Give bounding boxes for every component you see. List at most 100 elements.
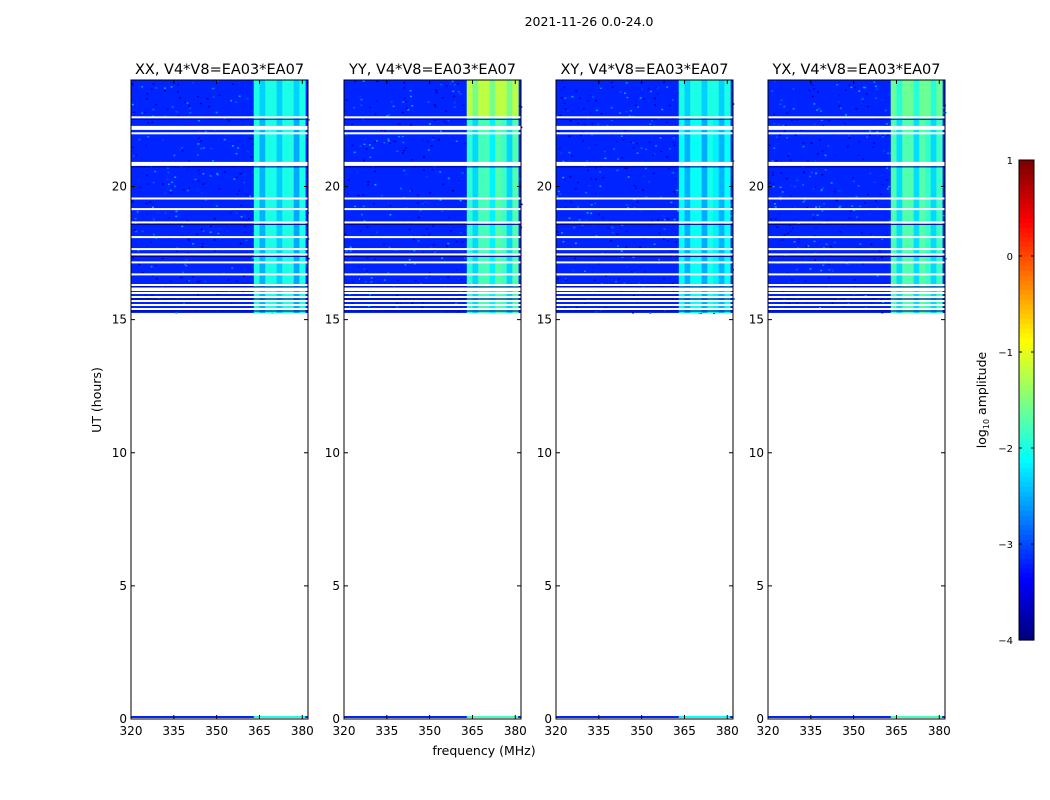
noise-pixel [558, 147, 561, 150]
flagged-row [344, 284, 521, 286]
noise-pixel [828, 277, 831, 279]
noise-pixel [847, 135, 850, 137]
noise-pixel [563, 84, 566, 86]
noise-pixel [942, 202, 945, 205]
noise-pixel [568, 135, 571, 137]
noise-pixel [518, 105, 521, 107]
noise-pixel [628, 115, 631, 117]
noise-pixel [137, 249, 140, 252]
noise-pixel [592, 266, 595, 269]
noise-pixel [886, 134, 889, 136]
noise-pixel [668, 104, 671, 107]
colorbar-segment [1019, 611, 1034, 617]
rfi-stripe [282, 80, 289, 313]
noise-pixel [610, 240, 613, 242]
noise-pixel [793, 185, 796, 188]
noise-pixel [146, 297, 149, 300]
noise-pixel [595, 99, 597, 102]
noise-pixel [188, 90, 191, 93]
noise-pixel [664, 219, 666, 221]
colorbar-segment [1019, 601, 1034, 607]
colorbar-segment [1019, 198, 1034, 204]
noise-pixel [783, 299, 786, 301]
colorbar-tick-label: −1 [998, 348, 1013, 359]
noise-pixel [246, 97, 249, 100]
colorbar-segment [1019, 568, 1034, 574]
noise-pixel [942, 107, 945, 109]
noise-pixel [192, 81, 194, 84]
noise-pixel [626, 204, 629, 206]
flagged-row [556, 273, 733, 276]
noise-pixel [575, 306, 578, 309]
noise-pixel [600, 205, 603, 208]
noise-pixel [586, 212, 589, 214]
flagged-row [768, 296, 945, 298]
noise-pixel [183, 302, 186, 304]
noise-pixel [189, 107, 192, 110]
noise-pixel [574, 257, 577, 260]
noise-pixel [419, 209, 422, 212]
noise-pixel [870, 233, 873, 235]
flagged-row [131, 197, 308, 200]
noise-pixel [198, 173, 201, 175]
rfi-stripe [890, 80, 897, 313]
rfi-top-stripe [902, 80, 909, 118]
noise-pixel [873, 142, 876, 144]
noise-pixel [783, 234, 786, 236]
noise-pixel [388, 246, 391, 249]
rfi-stripe [930, 80, 937, 313]
rfi-stripe [466, 80, 473, 313]
colorbar-segment [1019, 563, 1034, 569]
noise-pixel [568, 159, 571, 162]
noise-pixel [805, 245, 808, 248]
colorbar: 1 0 −1 −2 −3 −4 log10 amplitude [974, 156, 1035, 647]
noise-pixel [131, 103, 134, 106]
noise-pixel [595, 192, 598, 195]
noise-pixel [132, 155, 135, 157]
noise-pixel [359, 230, 362, 232]
noise-pixel [156, 212, 159, 215]
noise-pixel [577, 206, 579, 208]
noise-pixel [652, 276, 655, 278]
flagged-row [556, 284, 733, 286]
noise-pixel [151, 216, 154, 219]
flagged-row [344, 236, 521, 239]
noise-pixel [196, 95, 199, 98]
noise-pixel [417, 216, 420, 219]
noise-pixel [783, 130, 786, 132]
x-tick-label: 335 [799, 724, 822, 738]
noise-pixel [423, 302, 426, 304]
noise-pixel [441, 210, 444, 212]
noise-pixel [866, 136, 869, 138]
noise-pixel [349, 246, 352, 248]
colorbar-segment [1019, 352, 1034, 358]
noise-pixel [370, 281, 373, 283]
noise-pixel [862, 160, 865, 162]
noise-pixel [434, 105, 437, 108]
noise-pixel [848, 217, 851, 219]
noise-pixel [598, 119, 601, 121]
noise-pixel [245, 194, 248, 196]
noise-pixel [152, 108, 155, 111]
flagged-row [768, 116, 945, 119]
noise-pixel [249, 137, 252, 140]
noise-pixel [779, 196, 782, 199]
colorbar-segment [1019, 260, 1034, 267]
noise-pixel [133, 111, 136, 114]
noise-pixel [447, 276, 450, 278]
noise-pixel [851, 252, 854, 254]
noise-pixel [167, 171, 170, 174]
flagged-row [556, 132, 733, 135]
noise-pixel [635, 187, 638, 189]
noise-pixel [366, 226, 369, 228]
noise-pixel [833, 258, 836, 260]
flagged-row [131, 253, 308, 256]
noise-pixel [773, 147, 776, 149]
noise-pixel [164, 212, 167, 214]
noise-pixel [179, 276, 182, 279]
noise-pixel [648, 181, 651, 183]
rfi-top-stripe [478, 80, 485, 118]
noise-pixel [407, 109, 410, 111]
noise-pixel [146, 202, 149, 204]
noise-pixel [732, 298, 735, 300]
